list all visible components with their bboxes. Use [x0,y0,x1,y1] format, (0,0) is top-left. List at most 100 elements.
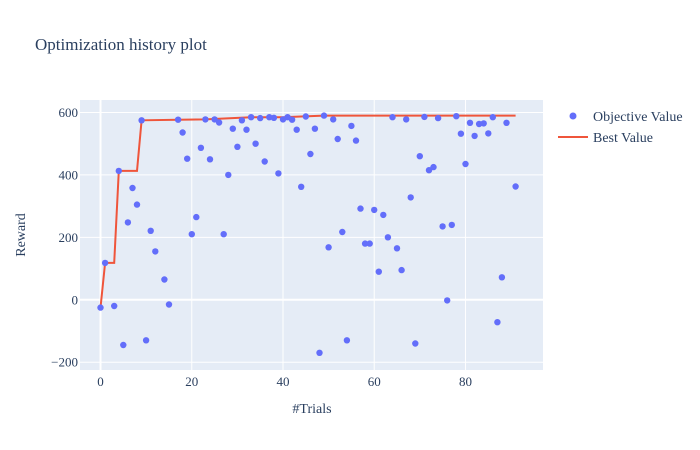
objective-value-point[interactable] [215,119,223,126]
objective-value-point[interactable] [138,117,145,124]
objective-value-point[interactable] [174,116,182,123]
objective-value-point[interactable] [393,245,401,252]
objective-value-point[interactable] [430,163,437,171]
objective-value-point[interactable] [193,213,200,221]
objective-value-point[interactable] [311,125,319,132]
objective-value-point[interactable] [252,140,259,147]
objective-value-point[interactable] [288,116,296,123]
objective-value-point[interactable] [384,234,392,241]
y-axis-title: Reward [14,213,29,257]
objective-value-point[interactable] [115,167,123,175]
objective-value-point[interactable] [489,114,496,121]
plot-area [80,100,543,370]
objective-value-point[interactable] [421,113,428,121]
objective-value-point[interactable] [357,205,364,212]
objective-value-point[interactable] [380,211,387,219]
objective-value-point[interactable] [234,143,241,150]
objective-value-point[interactable] [498,274,506,281]
objective-value-point[interactable] [197,144,205,151]
legend-label-objective-value: Objective Value [593,110,683,125]
gridlines [80,100,543,370]
objective-value-point[interactable] [352,137,360,144]
objective-value-point[interactable] [161,276,168,283]
objective-value-point[interactable] [257,114,264,122]
objective-value-point[interactable] [325,244,332,251]
objective-value-point[interactable] [298,183,305,190]
objective-value-point[interactable] [147,227,154,234]
objective-value-point[interactable] [389,114,396,121]
objective-value-point[interactable] [339,228,346,236]
objective-value-point[interactable] [243,126,250,133]
objective-value-point[interactable] [403,116,410,123]
objective-value-point[interactable] [111,302,118,310]
objective-value-point[interactable] [101,259,109,267]
objective-value-point[interactable] [225,171,232,179]
objective-value-point[interactable] [238,117,246,124]
objective-value-point[interactable] [334,135,341,143]
objective-value-point[interactable] [202,116,209,123]
objective-value-point[interactable] [466,119,474,127]
objective-value-point[interactable] [211,116,218,123]
objective-value-point[interactable] [375,268,382,275]
objective-value-point[interactable] [270,114,278,122]
objective-value-point[interactable] [366,240,373,247]
objective-value-point[interactable] [320,112,328,119]
objective-value-point[interactable] [361,240,369,247]
legend-item-best-value[interactable]: Best Value [558,131,653,146]
objective-value-point[interactable] [229,125,236,132]
objective-value-point[interactable] [453,113,460,120]
objective-value-point[interactable] [275,170,282,177]
x-axis-title: #Trials [292,402,331,417]
objective-value-point[interactable] [494,319,501,326]
objective-value-point[interactable] [371,206,378,214]
objective-value-point[interactable] [165,301,173,308]
objective-value-point[interactable] [152,248,159,255]
objective-value-point[interactable] [330,116,337,123]
objective-value-point[interactable] [316,349,323,356]
objective-value-point[interactable] [133,201,141,208]
objective-value-point[interactable] [512,183,519,190]
objective-value-point[interactable] [188,231,195,238]
x-tick-label: 40 [276,374,289,389]
y-tick-label: −200 [51,355,78,370]
objective-value-point[interactable] [142,337,150,344]
objective-value-point[interactable] [302,113,309,120]
objective-value-point[interactable] [293,126,300,133]
legend[interactable]: Objective Value Best Value [558,110,683,146]
objective-value-point[interactable] [220,231,227,238]
objective-value-point[interactable] [129,184,136,192]
objective-value-point[interactable] [247,114,255,121]
objective-value-point[interactable] [97,304,104,311]
objective-value-point[interactable] [448,221,455,229]
objective-value-point[interactable] [261,158,268,165]
objective-value-point[interactable] [434,114,442,122]
objective-value-point[interactable] [348,122,355,130]
objective-value-point[interactable] [124,219,132,226]
objective-value-point[interactable] [407,194,414,201]
objective-value-point[interactable] [307,150,314,158]
objective-value-point[interactable] [343,337,351,344]
objective-value-point[interactable] [471,132,478,140]
objective-value-point[interactable] [480,120,487,127]
objective-value-point[interactable] [503,119,510,127]
objective-value-point[interactable] [485,130,492,137]
objective-value-point[interactable] [439,223,446,230]
chart-title: Optimization history plot [35,35,207,54]
objective-value-point[interactable] [184,155,191,162]
objective-value-point[interactable] [462,160,469,168]
objective-value-point[interactable] [412,340,419,347]
legend-item-objective-value[interactable]: Objective Value [569,110,683,125]
y-tick-label: 200 [59,230,79,245]
objective-value-point[interactable] [179,129,186,136]
objective-value-point[interactable] [120,341,127,349]
objective-value-point[interactable] [444,297,451,304]
objective-value-point[interactable] [416,153,423,160]
objective-value-point[interactable] [206,156,214,163]
objective-value-point[interactable] [398,266,405,274]
objective-value-point[interactable] [457,130,465,137]
objective-value-point[interactable] [425,167,433,174]
x-tick-label: 20 [185,374,198,389]
x-tick-label: 80 [459,374,472,389]
y-tick-label: 0 [72,292,79,307]
